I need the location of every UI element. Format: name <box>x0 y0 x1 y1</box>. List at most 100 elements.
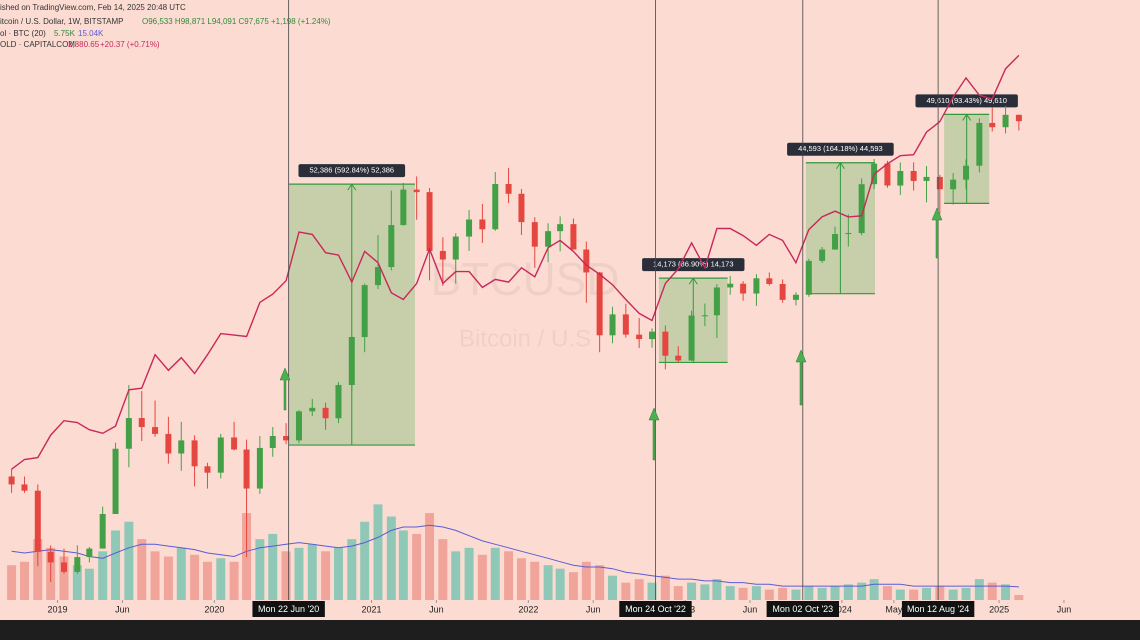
candle-body <box>753 278 760 294</box>
volume-bar <box>386 516 396 600</box>
volume-bar <box>124 521 134 600</box>
volume-bar <box>412 533 422 600</box>
candle-body <box>283 436 290 441</box>
published: ished on TradingView.com, Feb 14, 2025 2… <box>0 3 186 12</box>
candle-body <box>479 219 486 230</box>
volume-bar <box>647 582 657 600</box>
volume-ma-line <box>11 524 1019 588</box>
volume-bar <box>216 558 226 600</box>
marker-label: Mon 24 Oct '22 <box>625 604 686 614</box>
x-tick-label: 2020 <box>204 604 224 614</box>
x-tick-label: Jun <box>1057 604 1072 614</box>
volume-bar <box>922 587 932 600</box>
candle-body <box>845 233 852 235</box>
volume-bar <box>581 561 591 600</box>
volume-bar <box>281 551 291 600</box>
volume-bar <box>7 565 17 600</box>
marker-label-bg <box>619 601 692 617</box>
volume-bar <box>817 587 827 600</box>
candle-body <box>819 249 826 261</box>
measure-label: 52,386 (592.84%) 52,386 <box>309 166 394 175</box>
candle-body <box>1015 114 1022 122</box>
candle-body <box>243 449 250 489</box>
arrow <box>931 207 943 259</box>
candle-body <box>936 176 943 190</box>
volume-bar <box>72 565 82 600</box>
volume-ma-value: 15.04K <box>78 29 104 38</box>
measure-arrowhead <box>688 277 698 285</box>
volume-bar <box>595 565 605 600</box>
measure-label-bg <box>298 164 406 178</box>
candle-body <box>531 222 538 247</box>
measure-arrowhead <box>835 161 845 170</box>
candle-body <box>400 189 407 226</box>
volume-bar <box>712 579 722 600</box>
volume-bar <box>909 589 919 600</box>
candle-body <box>897 170 904 186</box>
candle-body <box>165 433 172 454</box>
candle-body <box>596 272 603 336</box>
volume-bar <box>621 582 631 600</box>
volume-bar <box>543 565 553 600</box>
candle-body <box>374 267 381 286</box>
volume-bar <box>294 547 304 600</box>
volume-bar <box>137 539 147 600</box>
ohlc: O96,533 H98,871 L94,091 C97,675 +1,198 (… <box>142 17 331 26</box>
volume-bar <box>948 589 958 600</box>
measure-label: 44,593 (164.18%) 44,593 <box>798 144 883 153</box>
marker-label-bg <box>901 601 975 617</box>
measure-label-bg <box>787 142 894 156</box>
candle-body <box>792 294 799 300</box>
candle-body <box>217 437 224 473</box>
candle-body <box>1002 114 1009 128</box>
marker-label: Mon 22 Jun '20 <box>258 604 319 614</box>
candle-body <box>805 260 812 295</box>
candle-body <box>231 437 238 450</box>
volume-bar <box>791 589 801 600</box>
candle-body <box>740 283 747 294</box>
volume-bar <box>150 551 160 600</box>
candle-body <box>295 411 302 441</box>
volume-bar <box>843 584 853 600</box>
candle-body <box>675 355 682 361</box>
candle-body <box>335 384 342 419</box>
x-axis: 2019Jun20202021Jun2022Jun2023Jun2024May2… <box>48 600 1072 617</box>
marker-label: Mon 12 Aug '24 <box>907 604 969 614</box>
measure-arrowhead <box>347 183 357 191</box>
candle-body <box>348 337 355 385</box>
volume-bar <box>163 556 173 600</box>
volume-bar <box>857 582 867 600</box>
volume-bar <box>555 568 565 600</box>
candle-body <box>269 436 276 448</box>
candle-body <box>858 184 865 234</box>
candle-body <box>636 334 643 340</box>
candle-body <box>112 448 119 514</box>
volume-bar <box>804 586 814 600</box>
volume-bar <box>568 572 578 600</box>
candle-body <box>191 440 198 467</box>
candle-body <box>570 224 577 250</box>
candle-body <box>832 233 839 250</box>
measure-label: 49,610 (93.43%) 49,610 <box>926 96 1006 105</box>
volume-bar <box>33 539 43 600</box>
candle-body <box>8 476 15 485</box>
volume-bar <box>608 575 618 600</box>
line-layer <box>11 54 1020 470</box>
volume-bar <box>1001 584 1011 600</box>
candle-body <box>963 165 970 180</box>
candle-body <box>86 548 93 558</box>
measure-label: 14,173 (86.90%) 14,173 <box>653 260 733 269</box>
volume-bar <box>725 586 735 600</box>
candle-body <box>545 231 552 247</box>
candle-body <box>99 513 106 549</box>
candle-body <box>989 122 996 128</box>
measure-label-bg <box>642 258 745 272</box>
volume-bar <box>360 521 370 600</box>
volume-value: 5.75K <box>54 29 76 38</box>
candle-body <box>256 447 263 489</box>
volume-bar <box>1014 595 1024 600</box>
candle-body <box>492 183 499 230</box>
volume-bar <box>778 587 788 600</box>
candle-body <box>61 562 68 572</box>
